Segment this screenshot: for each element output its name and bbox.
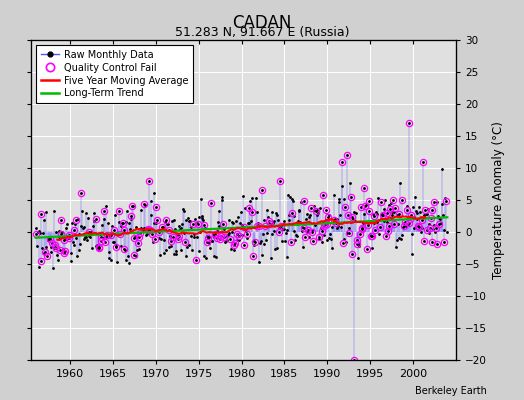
Text: Berkeley Earth: Berkeley Earth [416, 386, 487, 396]
Text: 51.283 N, 91.667 E (Russia): 51.283 N, 91.667 E (Russia) [174, 26, 350, 39]
Text: CADAN: CADAN [232, 14, 292, 32]
Legend: Raw Monthly Data, Quality Control Fail, Five Year Moving Average, Long-Term Tren: Raw Monthly Data, Quality Control Fail, … [36, 45, 193, 103]
Y-axis label: Temperature Anomaly (°C): Temperature Anomaly (°C) [493, 121, 506, 279]
